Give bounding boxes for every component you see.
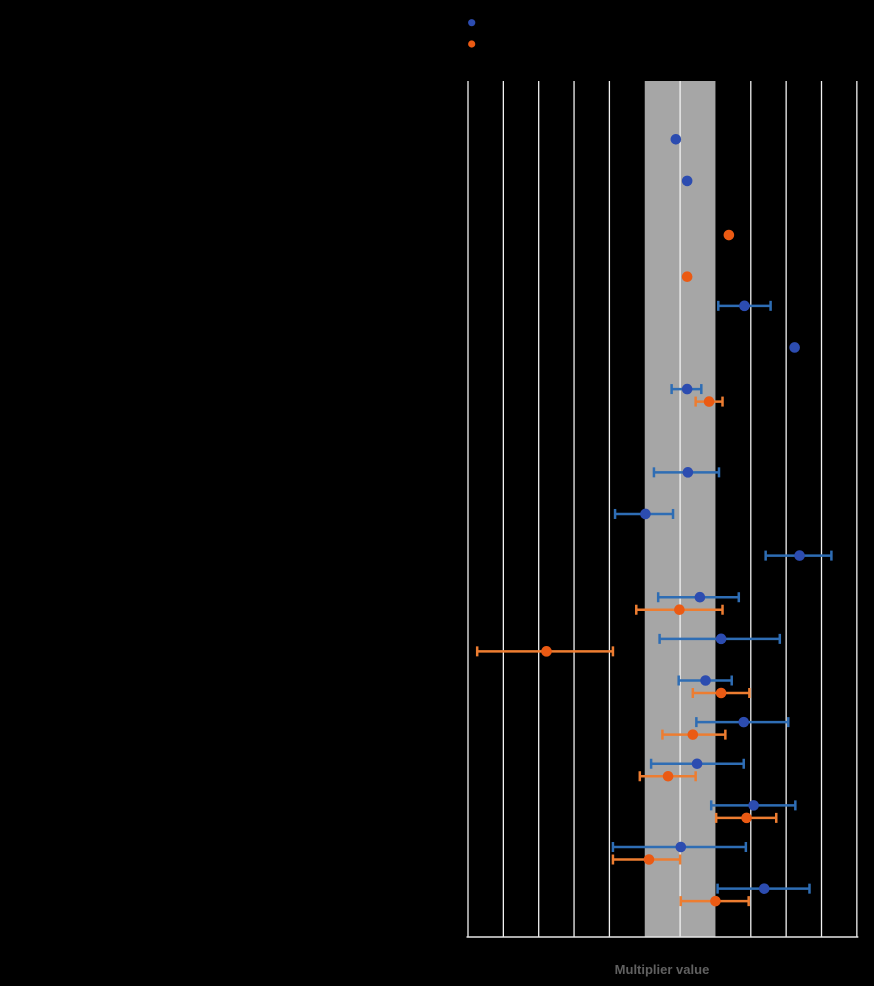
data-point-orange — [710, 895, 721, 907]
legend-marker-orange — [468, 40, 476, 48]
data-point-orange — [723, 229, 735, 241]
data-point-blue — [738, 716, 750, 728]
data-point-orange — [541, 646, 552, 657]
data-point-orange — [687, 729, 699, 740]
data-point-orange — [674, 604, 685, 616]
data-point-blue — [758, 883, 770, 894]
data-point-blue — [691, 758, 703, 770]
data-point-orange — [662, 770, 674, 782]
x-axis-title: Multiplier value — [614, 962, 710, 977]
data-point-blue — [794, 550, 805, 561]
data-point-orange — [741, 812, 752, 824]
data-point-blue — [670, 134, 682, 145]
data-point-blue — [682, 467, 694, 478]
data-point-orange — [715, 687, 727, 699]
data-point-blue — [694, 591, 706, 603]
data-point-blue — [700, 675, 711, 686]
data-point-blue — [789, 342, 800, 353]
data-point-orange — [643, 854, 655, 865]
legend-marker-blue — [468, 19, 476, 27]
data-point-blue — [681, 383, 693, 395]
data-point-blue — [675, 841, 687, 853]
data-point-blue — [715, 633, 727, 645]
data-point-blue — [748, 800, 759, 811]
data-point-blue — [739, 300, 750, 312]
data-point-orange — [703, 396, 715, 407]
data-point-orange — [681, 271, 693, 282]
data-point-blue — [640, 508, 651, 520]
data-point-blue — [681, 175, 693, 187]
